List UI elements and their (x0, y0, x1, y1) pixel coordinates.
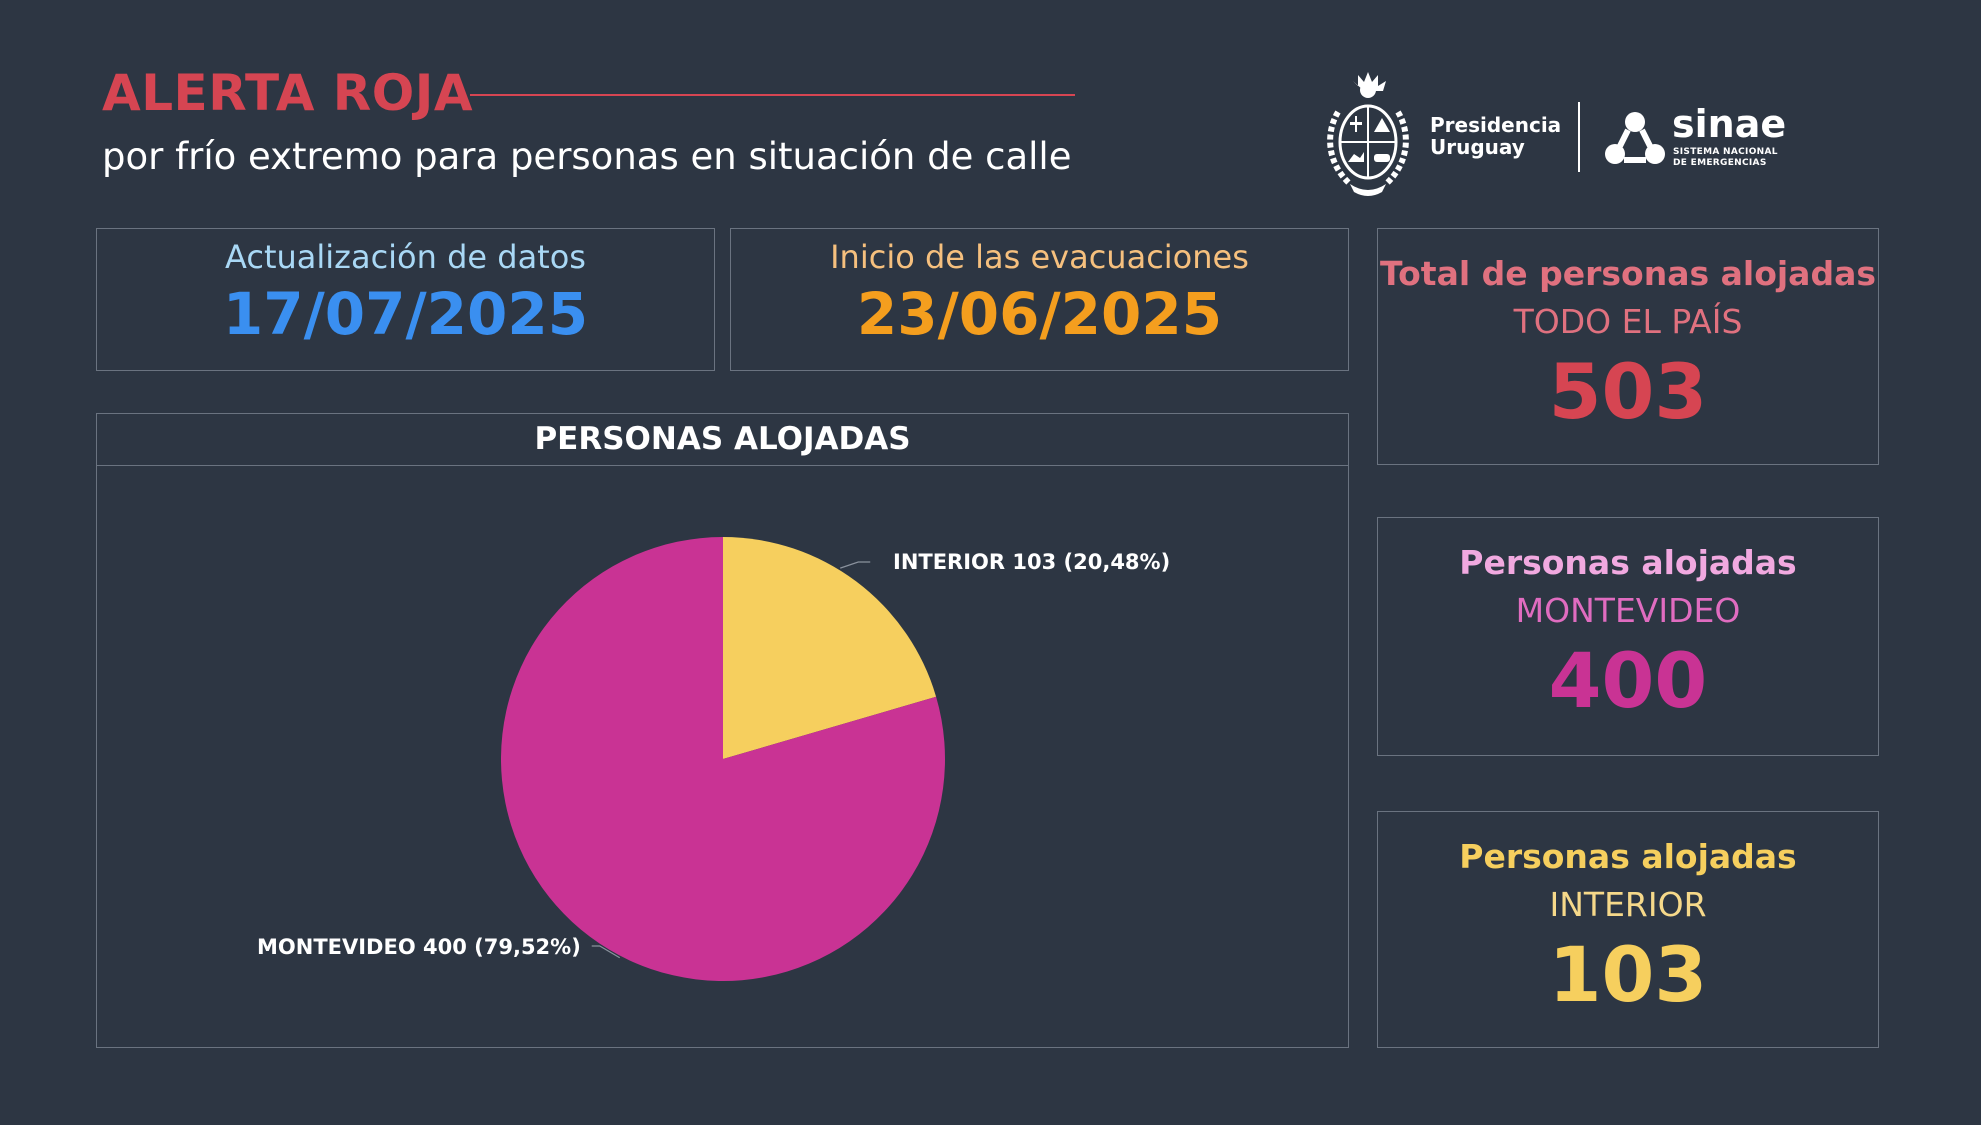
evacuation-start-value: 23/06/2025 (856, 280, 1223, 348)
evacuation-start-label: Inicio de las evacuaciones (830, 238, 1249, 276)
presidencia-line-1: Presidencia (1430, 113, 1562, 137)
pie-chart: INTERIOR 103 (20,48%) MONTEVIDEO 400 (79,… (257, 537, 1170, 981)
update-date-value: 17/07/2025 (222, 280, 589, 348)
sinae-logo-subtitle: SISTEMA NACIONAL DE EMERGENCIAS (1673, 147, 1778, 169)
montevideo-kpi-subtitle: MONTEVIDEO (1515, 591, 1741, 630)
page-title: ALERTA ROJA (102, 64, 474, 122)
interior-kpi-title: Personas alojadas (1459, 837, 1797, 876)
pie-label-montevideo: MONTEVIDEO 400 (79,52%) (257, 935, 581, 959)
total-kpi-value: 503 (1548, 347, 1708, 436)
chart-title: PERSONAS ALOJADAS (97, 414, 1348, 466)
montevideo-kpi-title: Personas alojadas (1459, 543, 1797, 582)
logo-block: Presidencia Uruguay sinae SISTEMA NACION… (1320, 72, 1786, 200)
interior-kpi-subtitle: INTERIOR (1549, 885, 1707, 924)
interior-kpi-card: Personas alojadas INTERIOR 103 (1377, 811, 1879, 1048)
sinae-logo-name: sinae (1672, 102, 1787, 146)
update-date-card: Actualización de datos 17/07/2025 (96, 228, 715, 371)
sinae-subtitle-line-1: SISTEMA NACIONAL (1673, 147, 1778, 157)
interior-kpi-value: 103 (1548, 930, 1708, 1019)
presidencia-logo-text: Presidencia Uruguay (1430, 114, 1561, 158)
presidencia-line-2: Uruguay (1430, 135, 1525, 159)
total-kpi-subtitle: TODO EL PAÍS (1513, 302, 1743, 341)
montevideo-kpi-card: Personas alojadas MONTEVIDEO 400 (1377, 517, 1879, 756)
update-date-label: Actualización de datos (225, 238, 586, 276)
evacuation-start-card: Inicio de las evacuaciones 23/06/2025 (730, 228, 1349, 371)
pie-slice-montevideo (501, 537, 945, 981)
total-kpi-title: Total de personas alojadas (1380, 254, 1876, 293)
montevideo-kpi-value: 400 (1548, 636, 1708, 725)
page-subtitle: por frío extremo para personas en situac… (102, 135, 1072, 178)
pie-leader-line-montevideo (591, 945, 621, 959)
uruguay-coat-of-arms-icon (1327, 72, 1409, 196)
pie-label-interior: INTERIOR 103 (20,48%) (893, 550, 1170, 574)
sinae-subtitle-line-2: DE EMERGENCIAS (1673, 158, 1767, 168)
sinae-logo-icon (1605, 112, 1665, 164)
logo-divider (1578, 102, 1580, 172)
total-kpi-card: Total de personas alojadas TODO EL PAÍS … (1377, 228, 1879, 465)
pie-chart-panel: PERSONAS ALOJADAS INTERIOR 103 (20,48%) M… (96, 413, 1349, 1048)
title-divider (470, 94, 1075, 96)
pie-slice-interior (723, 537, 937, 759)
pie-leader-line-interior (840, 561, 871, 569)
